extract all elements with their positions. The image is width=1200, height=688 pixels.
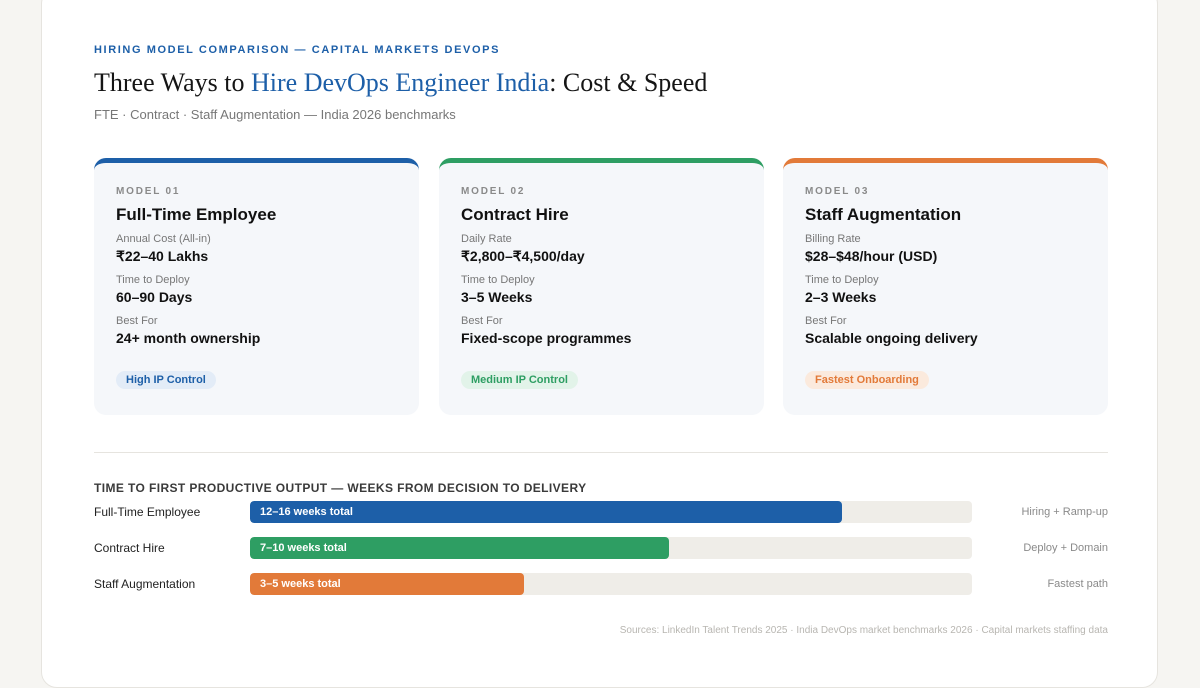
- chart-title: TIME TO FIRST PRODUCTIVE OUTPUT — WEEKS …: [94, 481, 587, 495]
- field-label: Best For: [116, 315, 158, 327]
- model-name: Staff Augmentation: [805, 205, 962, 224]
- bar-fill: 3–5 weeks total: [250, 573, 525, 595]
- section-divider: [94, 452, 1108, 453]
- field-label: Best For: [805, 315, 847, 327]
- field-label: Time to Deploy: [805, 274, 879, 286]
- title-highlight: Hire DevOps Engineer India: [251, 68, 550, 97]
- field-label: Best For: [461, 315, 503, 327]
- field-label: Time to Deploy: [116, 274, 190, 286]
- eyebrow-label: HIRING MODEL COMPARISON — CAPITAL MARKET…: [94, 44, 501, 56]
- field-value: Scalable ongoing delivery: [805, 330, 978, 346]
- onboarding-badge: Fastest Onboarding: [805, 371, 929, 389]
- field-value: $28–$48/hour (USD): [805, 248, 938, 264]
- bar-row: Contract Hire 7–10 weeks total Deploy + …: [94, 537, 1108, 559]
- model-card-fte: MODEL 01 Full-Time Employee Annual Cost …: [94, 158, 419, 415]
- field-label: Billing Rate: [805, 233, 861, 245]
- bar-note: Deploy + Domain: [1023, 542, 1108, 554]
- field-value: 60–90 Days: [116, 289, 193, 305]
- bar-value-label: 7–10 weeks total: [260, 542, 347, 554]
- model-number: MODEL 02: [461, 186, 526, 197]
- field-value: ₹22–40 Lakhs: [116, 248, 209, 264]
- bar-track: 3–5 weeks total: [250, 573, 972, 595]
- bar-row: Full-Time Employee 12–16 weeks total Hir…: [94, 501, 1108, 523]
- model-number: MODEL 01: [116, 186, 181, 197]
- ip-control-badge: High IP Control: [116, 371, 216, 389]
- bar-row: Staff Augmentation 3–5 weeks total Faste…: [94, 573, 1108, 595]
- bar-track: 7–10 weeks total: [250, 537, 972, 559]
- model-number: MODEL 03: [805, 186, 870, 197]
- bar-note: Fastest path: [1047, 578, 1108, 590]
- field-value: Fixed-scope programmes: [461, 330, 632, 346]
- field-label: Time to Deploy: [461, 274, 535, 286]
- field-value: 2–3 Weeks: [805, 289, 877, 305]
- page-subtitle: FTE · Contract · Staff Augmentation — In…: [94, 107, 456, 122]
- field-label: Annual Cost (All-in): [116, 233, 211, 245]
- bar-category-label: Contract Hire: [94, 541, 165, 555]
- sources-footnote: Sources: LinkedIn Talent Trends 2025 · I…: [619, 625, 1108, 636]
- model-cards: MODEL 01 Full-Time Employee Annual Cost …: [94, 158, 1108, 415]
- title-prefix: Three Ways to: [94, 68, 251, 97]
- bar-category-label: Staff Augmentation: [94, 577, 196, 591]
- bar-value-label: 12–16 weeks total: [260, 506, 353, 518]
- ip-control-badge: Medium IP Control: [461, 371, 578, 389]
- bar-fill: 7–10 weeks total: [250, 537, 669, 559]
- title-suffix: : Cost & Speed: [549, 68, 708, 97]
- bar-track: 12–16 weeks total: [250, 501, 972, 523]
- bar-note: Hiring + Ramp-up: [1021, 506, 1108, 518]
- bar-category-label: Full-Time Employee: [94, 505, 201, 519]
- field-value: 24+ month ownership: [116, 330, 261, 346]
- model-card-staff-aug: MODEL 03 Staff Augmentation Billing Rate…: [783, 158, 1108, 415]
- model-name: Contract Hire: [461, 205, 569, 224]
- model-name: Full-Time Employee: [116, 205, 277, 224]
- bar-value-label: 3–5 weeks total: [260, 578, 341, 590]
- field-label: Daily Rate: [461, 233, 512, 245]
- bar-fill: 12–16 weeks total: [250, 501, 843, 523]
- field-value: 3–5 Weeks: [461, 289, 533, 305]
- model-card-contract: MODEL 02 Contract Hire Daily Rate ₹2,800…: [439, 158, 764, 415]
- field-value: ₹2,800–₹4,500/day: [461, 248, 585, 264]
- comparison-panel: HIRING MODEL COMPARISON — CAPITAL MARKET…: [41, 0, 1158, 688]
- page-title: Three Ways to Hire DevOps Engineer India…: [94, 68, 707, 98]
